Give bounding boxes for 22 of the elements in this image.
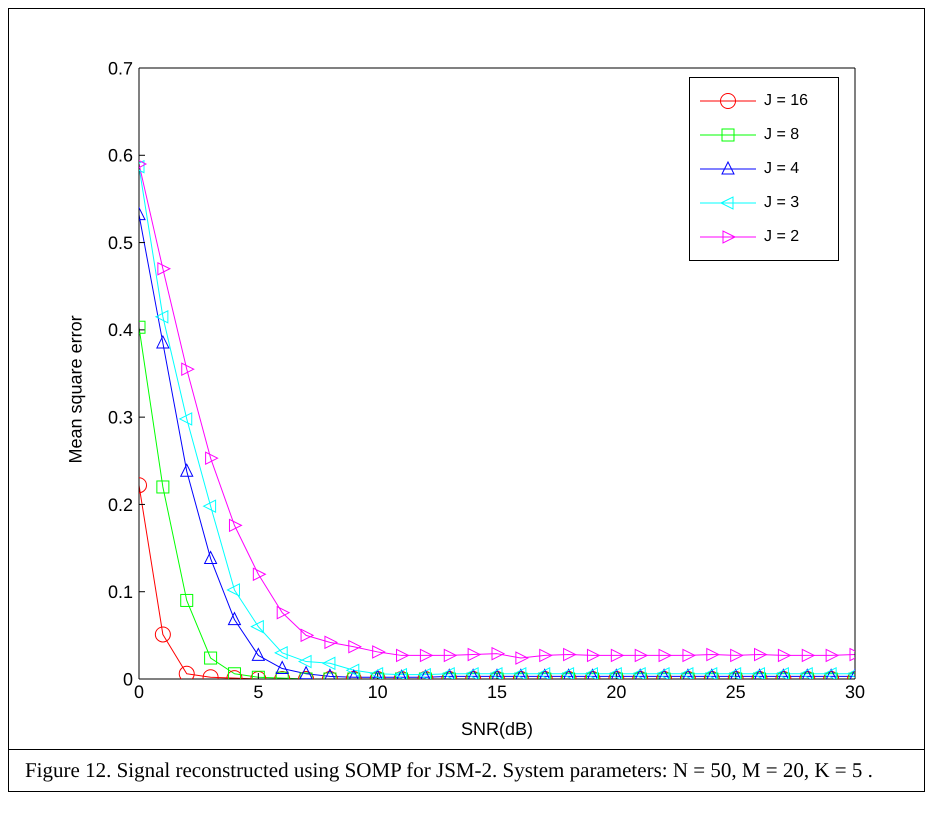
x-tick-label: 25 xyxy=(726,682,746,702)
y-tick-label: 0.6 xyxy=(108,146,133,166)
y-tick-label: 0 xyxy=(122,669,133,690)
legend-label: J = 16 xyxy=(764,92,808,110)
x-axis-title: SNR(dB) xyxy=(460,719,534,739)
legend-label: J = 2 xyxy=(764,228,800,246)
y-tick-label: 0.4 xyxy=(108,320,133,340)
y-tick-label: 0.5 xyxy=(108,232,133,253)
x-tick-label: 5 xyxy=(253,682,264,702)
y-tick-label: 0.1 xyxy=(108,582,133,602)
x-tick-label: 30 xyxy=(844,682,866,702)
legend-label: J = 4 xyxy=(764,160,800,178)
caption: Figure 12. Signal reconstructed using SOMP for JSM-2. System parameters: N = 50, M = 20, K = 5 . xyxy=(25,758,874,783)
legend-label: J = 8 xyxy=(764,126,800,144)
y-tick-label: 0.7 xyxy=(108,58,133,78)
x-tick-label: 20 xyxy=(606,682,626,702)
legend-label: J = 3 xyxy=(764,194,800,212)
y-tick-label: 0.3 xyxy=(108,408,133,428)
y-tick-label: 0.2 xyxy=(108,494,133,515)
y-axis-title: Mean square error xyxy=(65,315,86,464)
x-tick-label: 15 xyxy=(486,682,508,702)
x-tick-label: 10 xyxy=(368,682,388,702)
